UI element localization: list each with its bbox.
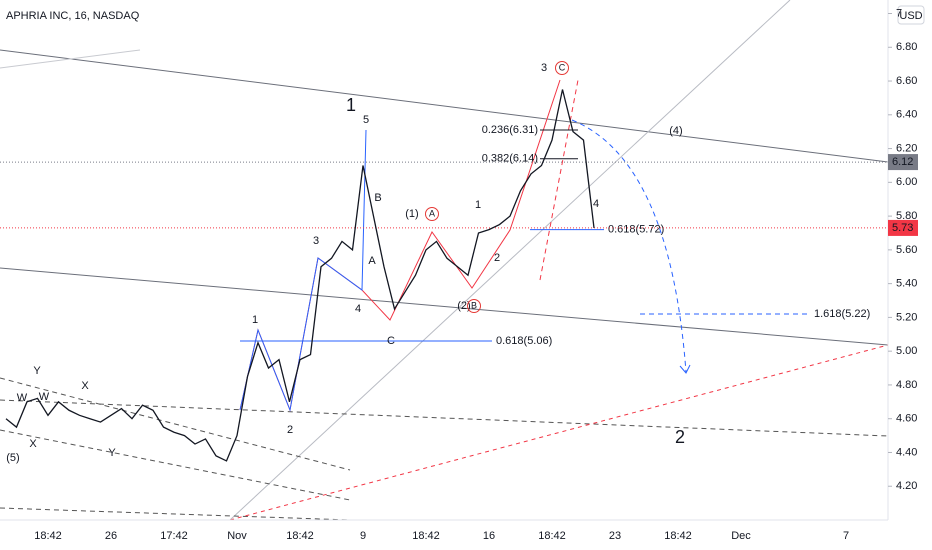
trendline <box>0 399 889 437</box>
x-tick-label: 18:42 <box>412 530 440 542</box>
wave-label: 2 <box>494 252 500 264</box>
currency-box <box>897 5 925 25</box>
fib-label: 0.618(5.72) <box>608 224 664 236</box>
x-tick-label: 16 <box>483 530 495 542</box>
trendline <box>0 429 351 501</box>
wave-label: X <box>81 380 89 392</box>
annotation-circle <box>555 61 569 75</box>
wave-label: W <box>17 392 28 404</box>
y-tick-label: 4.80 <box>896 379 917 391</box>
wave-label: A <box>429 208 435 218</box>
x-tick-label: 18:42 <box>664 530 692 542</box>
trendline <box>539 79 579 281</box>
wave-path <box>239 129 367 412</box>
wave-label: C <box>559 62 566 72</box>
price-line-series <box>5 89 595 462</box>
trendline <box>229 344 889 521</box>
chart-title: APHRIA INC, 16, NASDAQ <box>6 10 140 22</box>
trendlines <box>0 0 889 521</box>
x-tick-label: 26 <box>105 530 117 542</box>
wave-label: 4 <box>593 198 599 210</box>
trendline <box>0 49 141 69</box>
forecast-path <box>571 119 687 373</box>
wave-label: 2 <box>675 427 685 447</box>
wave-label: 1 <box>475 199 481 211</box>
trendline <box>0 49 889 163</box>
price-tag-label: 6.12 <box>892 156 913 168</box>
fib-label: 0.382(6.14) <box>482 153 538 165</box>
y-tick-label: 6.40 <box>896 109 917 121</box>
y-tick-label: 6.80 <box>896 41 917 53</box>
y-tick-label: 6.00 <box>896 176 917 188</box>
y-tick-label: 4.60 <box>896 413 917 425</box>
wave-label: (1) <box>405 208 418 220</box>
wave-label: (5) <box>6 452 19 464</box>
x-tick-label: 18:42 <box>34 530 62 542</box>
y-tick-label: 5.40 <box>896 278 917 290</box>
trendline <box>229 0 791 521</box>
wave-label: 3 <box>541 62 547 74</box>
y-tick-label: 5.80 <box>896 210 917 222</box>
x-tick-label: 9 <box>360 530 366 542</box>
annotation-circle <box>425 207 439 221</box>
wave-label: 1 <box>346 95 356 115</box>
y-tick-label: 5.00 <box>896 345 917 357</box>
wave-label: B <box>471 300 477 310</box>
trendline <box>0 267 889 346</box>
wave-label: B <box>374 192 381 204</box>
wave-label: 4 <box>355 303 361 315</box>
x-tick-label: 18:42 <box>286 530 314 542</box>
fib-label: 0.236(6.31) <box>482 124 538 136</box>
fib-label: 0.618(5.06) <box>496 335 552 347</box>
wave-label: W <box>39 391 50 403</box>
y-tick-label: 7 <box>896 7 902 19</box>
wave-label: (4) <box>669 125 682 137</box>
y-tick-label: 6.20 <box>896 142 917 154</box>
wave-label: 2 <box>287 424 293 436</box>
y-tick-label: 5.20 <box>896 311 917 323</box>
x-tick-label: 17:42 <box>160 530 188 542</box>
currency: USD <box>899 10 922 22</box>
y-tick-label: 6.60 <box>896 75 917 87</box>
y-tick-label: 4.40 <box>896 446 917 458</box>
trendline <box>0 377 351 471</box>
wave-label: 1 <box>252 314 258 326</box>
x-tick-label: Nov <box>227 530 247 542</box>
x-tick-label: Dec <box>731 530 751 542</box>
y-tick-label: 4.20 <box>896 480 917 492</box>
forecast-arrow <box>679 364 691 374</box>
trendline <box>0 507 351 521</box>
y-tick-label: 5.60 <box>896 244 917 256</box>
wave-label: 3 <box>313 235 319 247</box>
x-tick-label: 18:42 <box>538 530 566 542</box>
price-tag <box>888 154 918 171</box>
x-tick-label: 23 <box>609 530 621 542</box>
wave-label: X <box>29 438 37 450</box>
wave-label: C <box>387 335 395 347</box>
wave-label: Y <box>33 365 41 377</box>
wave-label: 5 <box>363 114 369 126</box>
wave-label: A <box>368 255 376 267</box>
wave-label: (2) <box>457 300 470 312</box>
price-tag-label: 5.73 <box>892 222 913 234</box>
x-tick-label: 7 <box>843 530 849 542</box>
price-tag <box>888 219 918 236</box>
fib-label: 1.618(5.22) <box>814 308 870 320</box>
wave-label: Y <box>108 447 116 459</box>
annotation-circle <box>467 299 481 313</box>
